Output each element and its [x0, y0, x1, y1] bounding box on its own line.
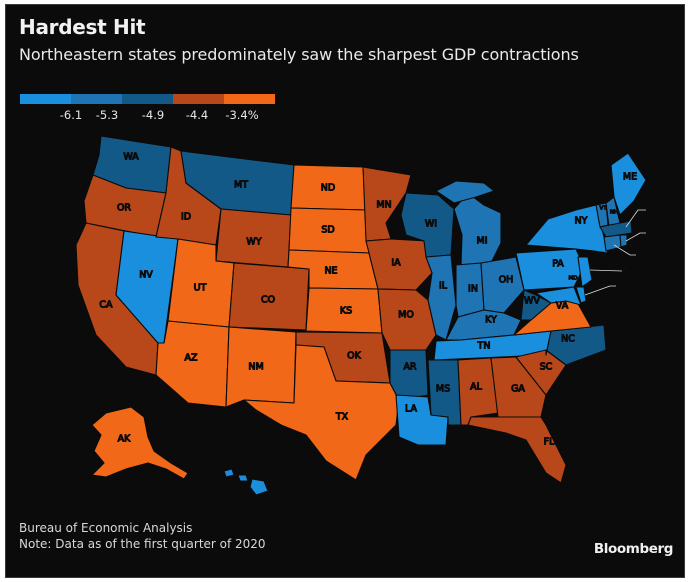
label-CA: CA: [99, 300, 113, 311]
state-NY: [525, 204, 609, 254]
label-MT: MT: [234, 180, 248, 191]
state-LA: [395, 394, 449, 446]
legend-label-5: -3.4%: [225, 108, 259, 122]
legend-label-3: -4.9: [141, 108, 165, 122]
label-NJ: NJ: [624, 267, 634, 278]
label-VT: VT: [599, 206, 607, 212]
state-AR: [389, 349, 429, 401]
label-ID: ID: [181, 212, 191, 223]
us-state-map: WA OR CA NV ID MT WY UT CO AZ NM ND SD N…: [75, 135, 664, 496]
state-OH: [480, 256, 525, 314]
state-IL: [425, 254, 457, 341]
label-IL: IL: [439, 281, 448, 292]
label-ND: ND: [321, 183, 335, 194]
chart-title: Hardest Hit: [19, 15, 146, 39]
label-WA: WA: [123, 152, 139, 163]
state-WV: [520, 289, 552, 321]
label-NM: NM: [248, 362, 263, 373]
label-KS: KS: [340, 306, 352, 317]
state-RI: [619, 234, 628, 248]
label-AZ: AZ: [184, 353, 197, 364]
label-NC: NC: [561, 334, 575, 345]
state-IA: [365, 238, 433, 291]
state-MD: [535, 286, 582, 306]
label-AR: AR: [403, 362, 416, 373]
label-TX: TX: [335, 412, 349, 423]
legend-label-4: -4.4: [185, 108, 209, 122]
source-note: Bureau of Economic Analysis Note: Data a…: [19, 520, 266, 552]
legend-labels: -6.1 -5.3 -4.9 -4.4 -3.4%: [20, 108, 282, 124]
label-OK: OK: [347, 351, 361, 362]
label-IN: IN: [468, 284, 478, 295]
label-MA: MA: [648, 206, 663, 217]
label-CT: CT: [638, 251, 651, 262]
label-MN: MN: [376, 200, 391, 211]
label-MI: MI: [477, 236, 488, 247]
label-VA: VA: [556, 301, 569, 312]
label-LA: LA: [405, 404, 418, 415]
callout-lines: [584, 209, 646, 296]
label-NV: NV: [139, 270, 153, 281]
state-HI-3: [249, 478, 269, 496]
label-FL: FL: [544, 437, 555, 448]
state-FL: [467, 416, 567, 484]
label-AK: AK: [118, 434, 131, 445]
state-TX: [243, 344, 400, 481]
label-NE: NE: [324, 266, 337, 277]
label-DE: DE: [618, 282, 631, 293]
chart-frame: Hardest Hit Northeastern states predomin…: [5, 4, 685, 578]
state-ME: [610, 152, 647, 216]
state-MO: [377, 288, 437, 351]
label-ME: ME: [623, 172, 637, 183]
state-CT: [603, 234, 622, 252]
label-IA: IA: [391, 258, 401, 269]
chart-subtitle: Northeastern states predominately saw th…: [19, 45, 579, 64]
legend-swatch-2: [71, 94, 122, 104]
label-GA: GA: [511, 384, 525, 395]
label-PA: PA: [552, 259, 564, 270]
state-MI: [453, 192, 502, 266]
state-DE: [575, 286, 587, 304]
bloomberg-logo: Bloomberg: [593, 541, 673, 557]
note-text: Note: Data as of the first quarter of 20…: [19, 537, 266, 551]
legend-color-bar: [20, 94, 275, 104]
label-WI: WI: [425, 219, 437, 230]
state-PA: [515, 248, 585, 291]
label-WV: WV: [524, 296, 540, 307]
legend-label-1: -6.1: [59, 108, 83, 122]
label-OH: OH: [499, 275, 514, 286]
label-OR: OR: [117, 203, 131, 214]
legend-swatch-5: [224, 94, 275, 104]
label-MD: MD: [569, 276, 578, 282]
state-AK: [91, 406, 189, 480]
legend-swatch-1: [20, 94, 71, 104]
state-HI-2: [237, 474, 249, 482]
legend-label-2: -5.3: [95, 108, 119, 122]
label-NY: NY: [575, 216, 588, 227]
state-MA: [599, 220, 633, 238]
label-CO: CO: [261, 295, 275, 306]
label-SC: SC: [540, 362, 553, 373]
label-AL: AL: [470, 382, 482, 393]
label-UT: UT: [194, 283, 207, 294]
label-MS: MS: [436, 384, 450, 395]
state-MI-UP: [435, 180, 495, 204]
state-NJ: [577, 256, 593, 288]
label-TN: TN: [477, 341, 491, 352]
label-WY: WY: [246, 237, 261, 248]
state-HI-1: [223, 468, 235, 478]
label-RI: RI: [648, 229, 657, 240]
label-MO: MO: [398, 310, 414, 321]
source-text: Bureau of Economic Analysis: [19, 521, 193, 535]
legend-swatch-4: [173, 94, 224, 104]
legend-swatch-3: [122, 94, 173, 104]
label-KY: KY: [485, 315, 497, 326]
label-SD: SD: [321, 225, 334, 236]
state-GA: [490, 356, 547, 418]
state-AZ: [155, 320, 230, 408]
label-NH: NH: [610, 210, 618, 216]
